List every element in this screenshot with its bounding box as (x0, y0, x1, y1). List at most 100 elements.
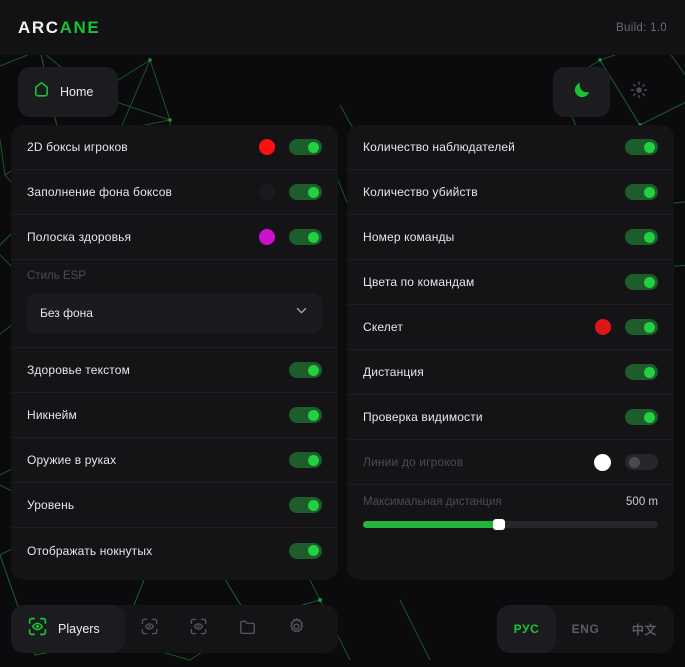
setting-row[interactable]: Здоровье текстом (11, 348, 338, 393)
setting-label: Скелет (363, 320, 403, 334)
theme-light-button[interactable] (610, 67, 667, 117)
setting-controls (289, 362, 322, 378)
language-option-zh[interactable]: 中文 (631, 622, 658, 637)
toggle-switch[interactable] (289, 407, 322, 423)
toggle-switch[interactable] (625, 184, 658, 200)
setting-row[interactable]: Дистанция (347, 350, 674, 395)
nav-item-4[interactable] (223, 605, 272, 653)
folder-icon (238, 617, 257, 641)
toggle-knob (644, 186, 655, 198)
setting-row[interactable]: Никнейм (11, 393, 338, 438)
toggle-switch[interactable] (289, 452, 322, 468)
toggle-knob (308, 186, 319, 198)
toggle-knob (308, 454, 319, 466)
slider-handle[interactable] (492, 519, 505, 530)
max-distance-label: Максимальная дистанция (363, 496, 502, 508)
nav-item-3[interactable] (174, 605, 223, 653)
toggle-knob (629, 456, 640, 468)
color-swatch[interactable] (595, 319, 611, 335)
nav-item-2[interactable] (125, 605, 174, 653)
toggle-knob (308, 141, 319, 153)
setting-controls (625, 229, 658, 245)
setting-controls (625, 274, 658, 290)
language-switcher: РУС ENG 中文 (497, 605, 674, 653)
toggle-switch[interactable] (289, 542, 322, 559)
esp-style-value: Без фона (40, 306, 93, 320)
setting-label: Здоровье текстом (27, 363, 131, 377)
setting-row[interactable]: Номер команды (347, 215, 674, 260)
toggle-switch[interactable] (289, 497, 322, 513)
setting-row[interactable]: Отображать нокнутых (11, 528, 338, 573)
setting-label: Количество убийств (363, 185, 478, 199)
toggle-switch[interactable] (625, 454, 658, 470)
tab-bar: Home (0, 55, 685, 125)
toggle-switch[interactable] (625, 139, 658, 155)
setting-row[interactable]: Цвета по командам (347, 260, 674, 305)
setting-controls (625, 139, 658, 155)
setting-label: Полоска здоровья (27, 230, 132, 244)
sun-icon (630, 81, 648, 104)
toggle-switch[interactable] (625, 319, 658, 335)
setting-controls (259, 229, 322, 245)
setting-row[interactable]: Заполнение фона боксов (11, 170, 338, 215)
color-swatch[interactable] (259, 229, 275, 245)
theme-dark-button[interactable] (553, 67, 610, 117)
nav-item-5[interactable] (272, 605, 321, 653)
esp-style-dropdown[interactable]: Без фона (27, 293, 322, 333)
setting-controls (625, 409, 658, 425)
setting-row[interactable]: Линии до игроков (347, 440, 674, 485)
tab-home[interactable]: Home (18, 67, 118, 117)
setting-label: Никнейм (27, 408, 77, 422)
toggle-switch[interactable] (625, 274, 658, 290)
toggle-switch[interactable] (625, 229, 658, 245)
setting-label: Цвета по командам (363, 275, 475, 289)
color-swatch[interactable] (594, 453, 611, 471)
language-option-en[interactable]: ENG (571, 622, 600, 636)
setting-controls (259, 184, 322, 200)
nav-item-players[interactable]: Players (11, 605, 125, 653)
moon-icon (572, 80, 592, 105)
setting-row[interactable]: 2D боксы игроков (11, 125, 338, 170)
esp-left-panel: 2D боксы игроков Заполнение фона боксов … (11, 125, 338, 580)
max-distance-block: Максимальная дистанция 500 m (347, 485, 674, 530)
setting-label: Уровень (27, 498, 75, 512)
setting-row[interactable]: Проверка видимости (347, 395, 674, 440)
setting-row[interactable]: Уровень (11, 483, 338, 528)
setting-label: Номер команды (363, 230, 455, 244)
toggle-switch[interactable] (289, 184, 322, 200)
theme-switcher (553, 67, 667, 117)
color-swatch[interactable] (259, 139, 275, 155)
chevron-down-icon (294, 303, 309, 323)
setting-row[interactable]: Количество наблюдателей (347, 125, 674, 170)
setting-row[interactable]: Полоска здоровья (11, 215, 338, 260)
setting-row[interactable]: Оружие в руках (11, 438, 338, 483)
setting-row[interactable]: Скелет (347, 305, 674, 350)
max-distance-slider[interactable] (363, 519, 658, 530)
toggle-switch[interactable] (625, 364, 658, 380)
toggle-knob (308, 364, 319, 376)
setting-label: Оружие в руках (27, 453, 117, 467)
titlebar: ARCANE Build: 1.0 (0, 0, 685, 55)
setting-controls (289, 542, 322, 559)
setting-controls (625, 364, 658, 380)
toggle-knob (644, 141, 655, 153)
esp-style-block: Стиль ESP Без фона (11, 260, 338, 348)
toggle-knob (308, 231, 319, 243)
setting-controls (594, 453, 658, 471)
eye-target-icon (27, 616, 48, 642)
esp-style-label: Стиль ESP (27, 270, 86, 282)
toggle-switch[interactable] (289, 139, 322, 155)
language-option-ru[interactable]: РУС (497, 605, 556, 653)
toggle-knob (644, 321, 655, 333)
color-swatch[interactable] (259, 184, 275, 200)
setting-controls (289, 452, 322, 468)
eye-target-icon (140, 617, 159, 641)
gear-icon (287, 617, 306, 641)
setting-row[interactable]: Количество убийств (347, 170, 674, 215)
toggle-switch[interactable] (289, 362, 322, 378)
toggle-switch[interactable] (289, 229, 322, 245)
app-logo: ARCANE (18, 18, 100, 38)
toggle-switch[interactable] (625, 409, 658, 425)
toggle-knob (644, 276, 655, 288)
